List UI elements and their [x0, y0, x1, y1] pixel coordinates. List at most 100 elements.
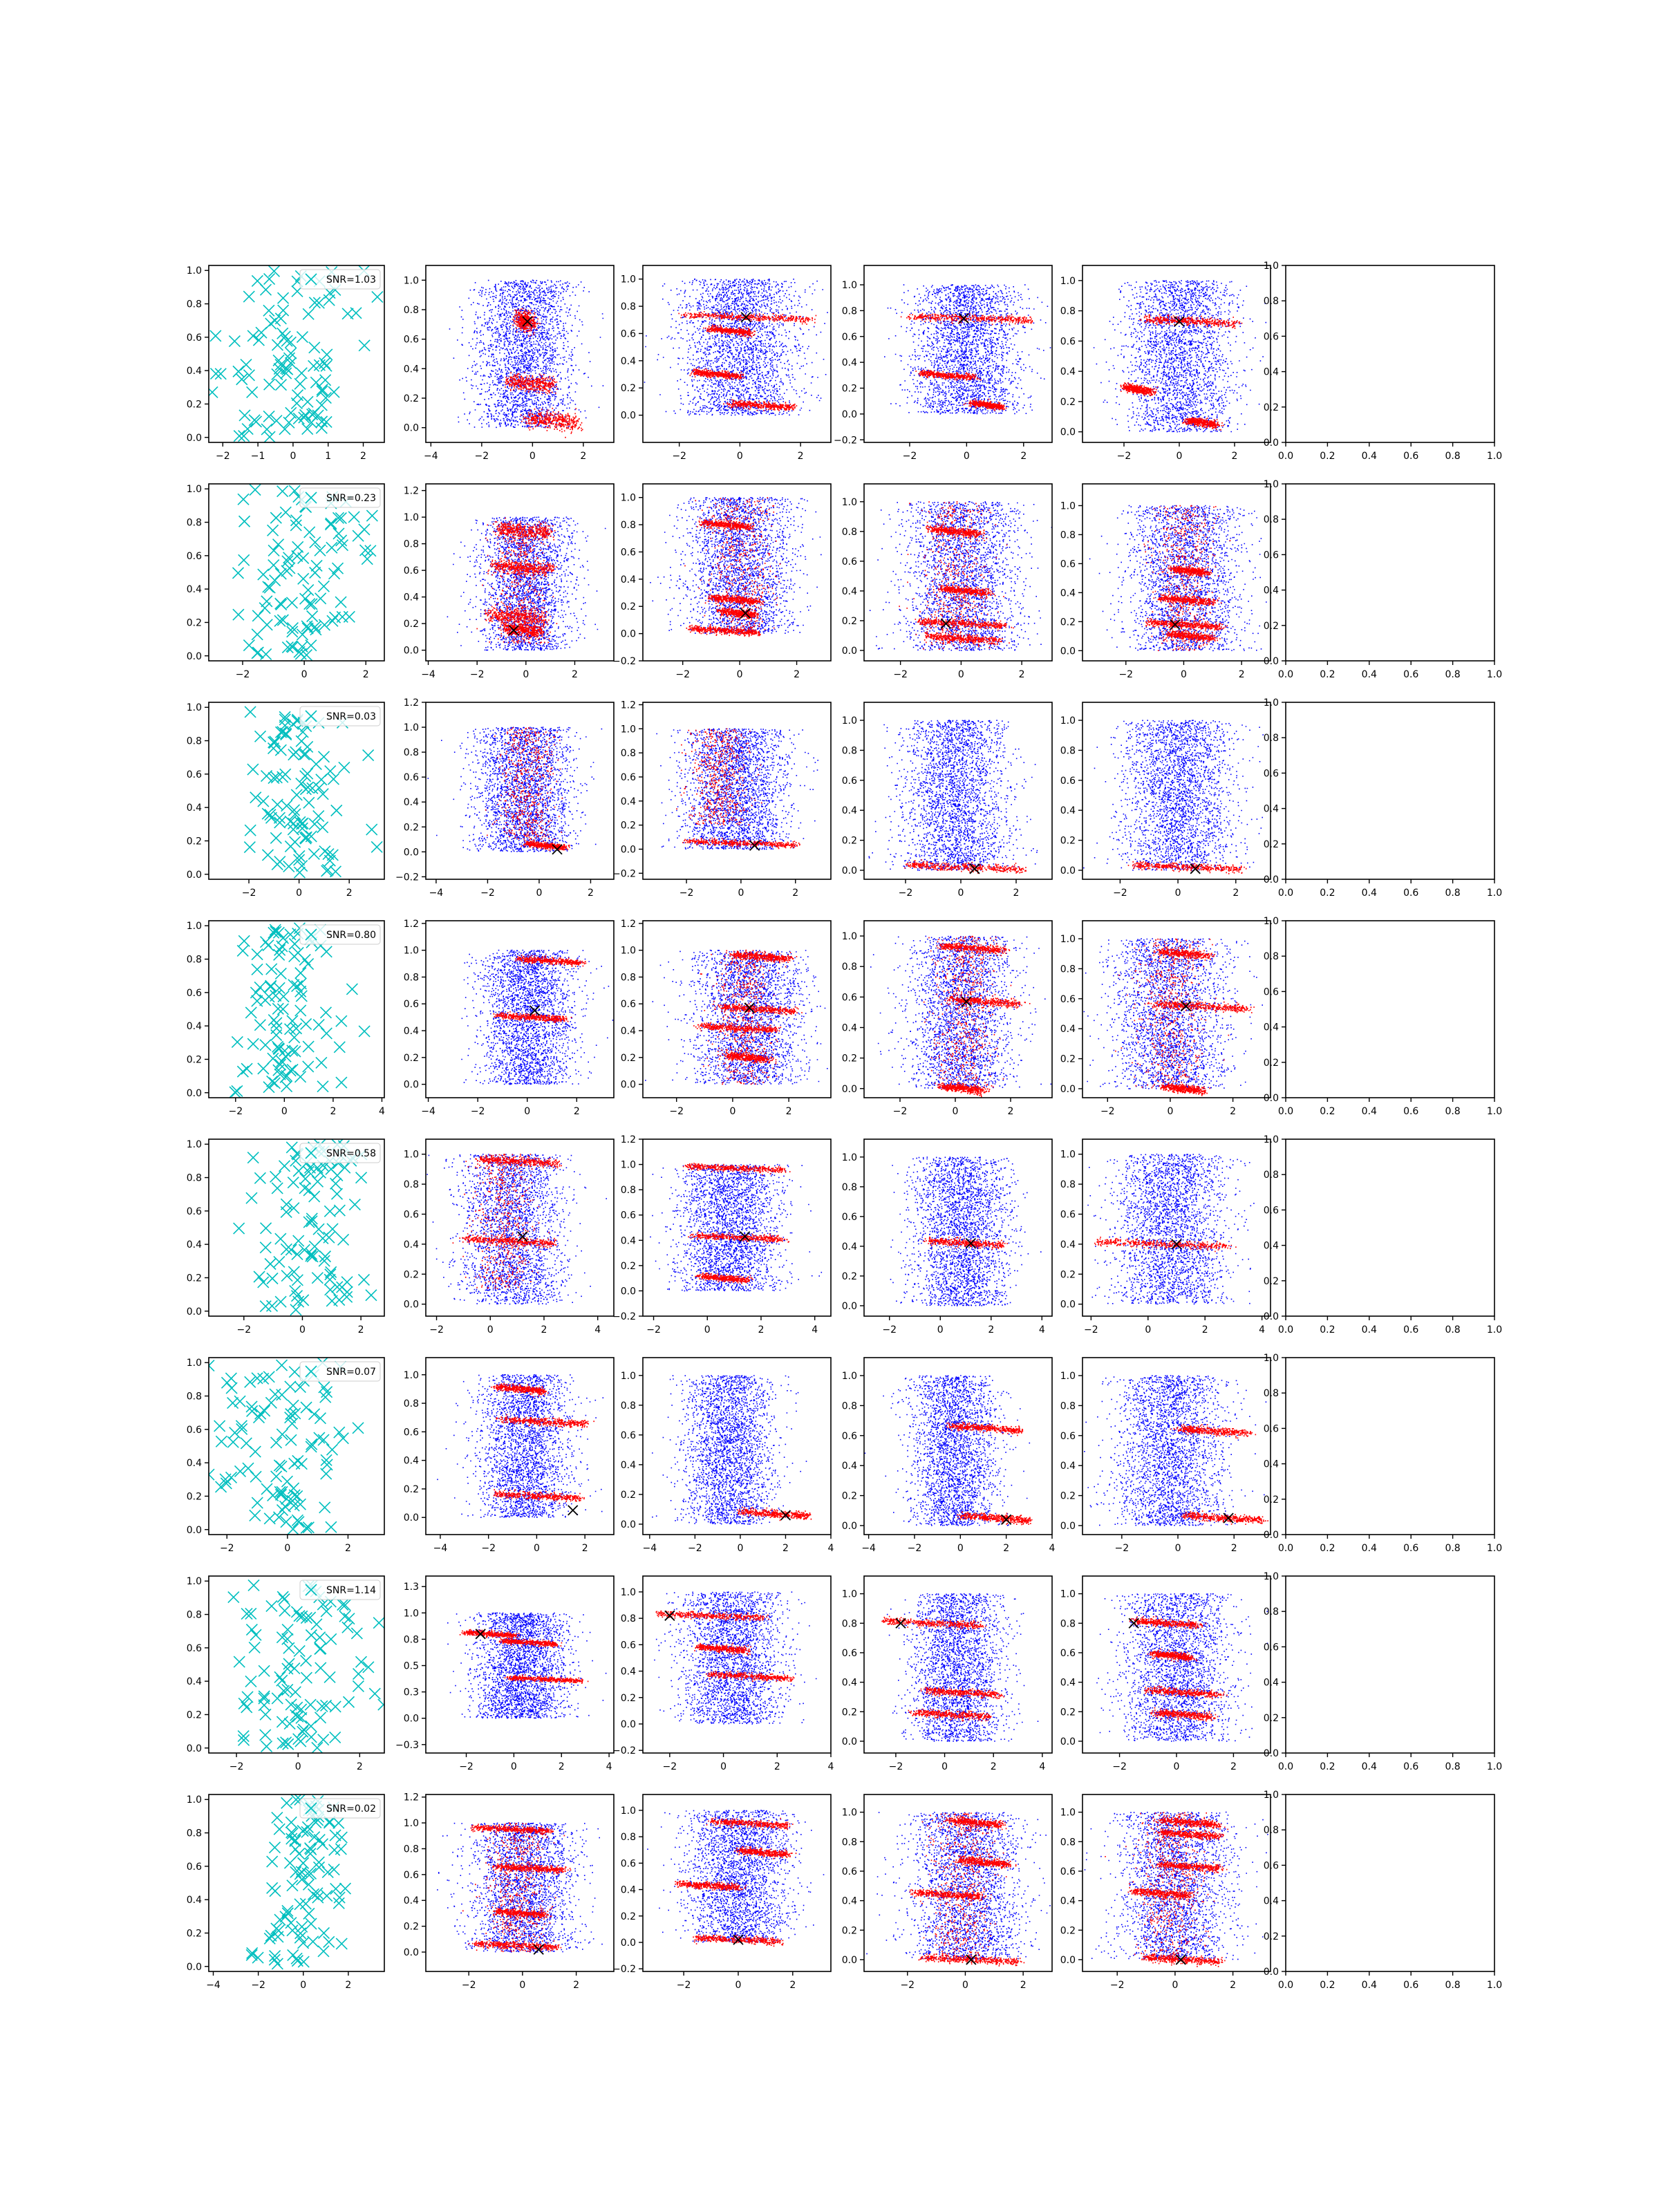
row-3-sample-point	[265, 963, 278, 975]
row-0-samples-frame	[208, 265, 385, 443]
row-0-sample-point	[250, 415, 263, 428]
row-4-sample-point	[319, 1250, 332, 1263]
row-3-sample-point	[238, 935, 250, 947]
row-2-snr-label: SNR=0.03	[326, 711, 376, 722]
row-1-panel-4-ytick-label-2: 0.4	[1060, 588, 1076, 599]
row-7-panel-4-highlight-points	[1105, 1812, 1228, 1967]
row-5-samples-panel: −2 0 2 0.0 0.2 0.4 0.6 0.8 1.0 SNR=0.07	[187, 1357, 385, 1554]
row-2-empty-panel: 0.0 0.2 0.4 0.6 0.8 1.0 0.0 0.2 0.4 0.6 0.8 1.0	[1264, 697, 1502, 899]
row-2-sample-point	[288, 817, 300, 830]
row-7-panel-1-xtick-label-1: 0	[519, 1980, 525, 1991]
row-7-legend-marker	[305, 1802, 317, 1815]
row-7-sample-point	[281, 1907, 294, 1920]
row-1-snr-label: SNR=0.23	[326, 493, 376, 504]
row-1-sample-point	[306, 598, 318, 610]
row-5-sample-point	[352, 1422, 364, 1434]
row-5-empty-panel-ytick-label-1: 0.2	[1264, 1494, 1279, 1506]
row-0-sample-point	[274, 379, 288, 391]
row-0-sample-point	[308, 359, 320, 372]
row-7-sample-point	[335, 1843, 347, 1855]
row-1-sample-point	[261, 619, 273, 631]
row-0-panel-3-ytick-label-0: −0.2	[834, 435, 857, 446]
row-4-sample-point	[299, 1172, 312, 1185]
row-5-sample-point	[285, 1434, 297, 1446]
row-0-panel-1-ytick-label-2: 0.4	[404, 364, 419, 375]
row-1-sample-point	[286, 626, 299, 638]
row-0-sample-point	[214, 368, 227, 380]
row-3-sample-point	[268, 1014, 280, 1027]
row-5-panel-1-ytick-label-3: 0.6	[404, 1427, 419, 1438]
row-0-sample-point	[295, 367, 308, 379]
row-4-panel-3-ytick-label-3: 0.6	[842, 1212, 857, 1223]
row-5-empty-panel-xtick-label-3: 0.6	[1403, 1543, 1418, 1554]
row-3-panel-1-ytick-label-4: 0.8	[404, 972, 419, 983]
row-5-sample-point	[276, 1485, 288, 1498]
row-5-sample-point	[235, 1420, 247, 1432]
row-3-panel-4-xtick-label-1: 0	[1167, 1106, 1173, 1117]
row-3-sample-point	[265, 980, 277, 992]
row-1-panel-2-ytick-label-1: 0.0	[621, 629, 636, 640]
row-7-sample-point	[329, 1829, 341, 1841]
row-3-sample-point	[288, 950, 301, 963]
row-1-panel-2-ytick-label-2: 0.2	[621, 601, 636, 612]
row-4-panel-4-frame	[1082, 1138, 1271, 1317]
row-5-panel-4-xtick-label-0: −2	[1115, 1543, 1130, 1554]
row-0-panel-4-xtick-label-0: −2	[1117, 451, 1132, 462]
row-3-empty-panel-ytick-label-5: 1.0	[1264, 916, 1279, 927]
row-0-panel-4-xtick-label-1: 0	[1177, 451, 1183, 462]
row-7-panel-2-xtick-label-2: 2	[789, 1980, 796, 1991]
row-6-sample-point	[282, 1738, 294, 1750]
row-6-panel-2-marker	[664, 1610, 675, 1621]
row-4-legend-marker	[305, 1147, 317, 1159]
row-0-sample-point	[240, 358, 252, 371]
row-3-sample-point	[245, 1006, 257, 1019]
row-0-sample-point	[263, 410, 275, 423]
row-3-empty-panel-xtick-label-1: 0.2	[1320, 1106, 1335, 1117]
row-3-panel-4: −2 0 2 0.0 0.2 0.4 0.6 0.8 1.0	[1060, 920, 1271, 1117]
row-4-panel-4-ytick-label-3: 0.6	[1060, 1209, 1076, 1220]
row-1-sample-point	[299, 592, 312, 605]
row-3-panel-3-ytick-label-5: 1.0	[842, 931, 857, 942]
row-7-samples-ytick-label-5: 1.0	[187, 1794, 202, 1806]
row-0-sample-point	[299, 409, 312, 422]
row-0-sample-point	[301, 422, 314, 435]
row-4-panel-3-frame	[863, 1138, 1053, 1317]
row-7-sample-point	[283, 1857, 297, 1869]
row-2-panel-4-ytick-label-1: 0.2	[1060, 836, 1076, 847]
row-5-panel-4-ytick-label-1: 0.2	[1060, 1491, 1076, 1502]
row-6-panel-4-ytick-label-1: 0.2	[1060, 1707, 1076, 1718]
row-2-sample-point	[326, 849, 339, 861]
row-3-empty-panel-ytick-label-2: 0.4	[1264, 1022, 1279, 1033]
row-1-sample-point	[232, 608, 245, 621]
row-1-panel-3-ytick-label-4: 0.8	[842, 527, 857, 538]
row-5-sample-point	[276, 1504, 289, 1517]
row-5-sample-point	[288, 1457, 301, 1470]
row-7-sample-point	[271, 1958, 283, 1970]
row-5-sample-point	[281, 1475, 294, 1488]
row-3-sample-point	[300, 1018, 312, 1030]
row-1-empty-panel-xtick-label-3: 0.6	[1403, 669, 1418, 680]
row-1-panel-1-ytick-label-6: 1.2	[404, 486, 419, 497]
row-4-sample-point	[305, 1248, 318, 1260]
row-6-sample-point	[281, 1662, 294, 1675]
row-7-empty-panel-frame	[1285, 1794, 1495, 1972]
row-5-sample-point	[250, 1470, 262, 1483]
row-0-legend	[299, 269, 381, 290]
row-2-panel-2-frame	[642, 702, 832, 880]
row-7-sample-point	[296, 1920, 308, 1933]
row-0-samples-ytick-label-1: 0.2	[187, 399, 202, 410]
row-5-empty-panel-ytick-label-5: 1.0	[1264, 1353, 1279, 1364]
row-7-sample-point	[290, 1952, 303, 1965]
row-6-panel-2-frame	[642, 1575, 832, 1754]
row-1-sample-point	[315, 592, 327, 605]
row-4-panel-2-xtick-label-1: 0	[704, 1324, 711, 1335]
row-0-sample-point	[315, 399, 328, 411]
row-7-panel-4: −2 0 2 0.0 0.2 0.4 0.6 0.8 1.0	[1060, 1794, 1271, 1991]
row-1-sample-point	[292, 541, 304, 553]
row-7-sample-point	[263, 1932, 276, 1945]
row-0-samples-ytick-label-0: 0.0	[187, 433, 202, 444]
row-4-empty-panel-xtick-label-0: 0.0	[1278, 1324, 1293, 1335]
row-1-sample-point	[263, 581, 276, 594]
row-5-panel-3-ytick-label-2: 0.4	[842, 1461, 857, 1472]
row-2-panel-3-xtick-label-1: 0	[958, 888, 964, 899]
